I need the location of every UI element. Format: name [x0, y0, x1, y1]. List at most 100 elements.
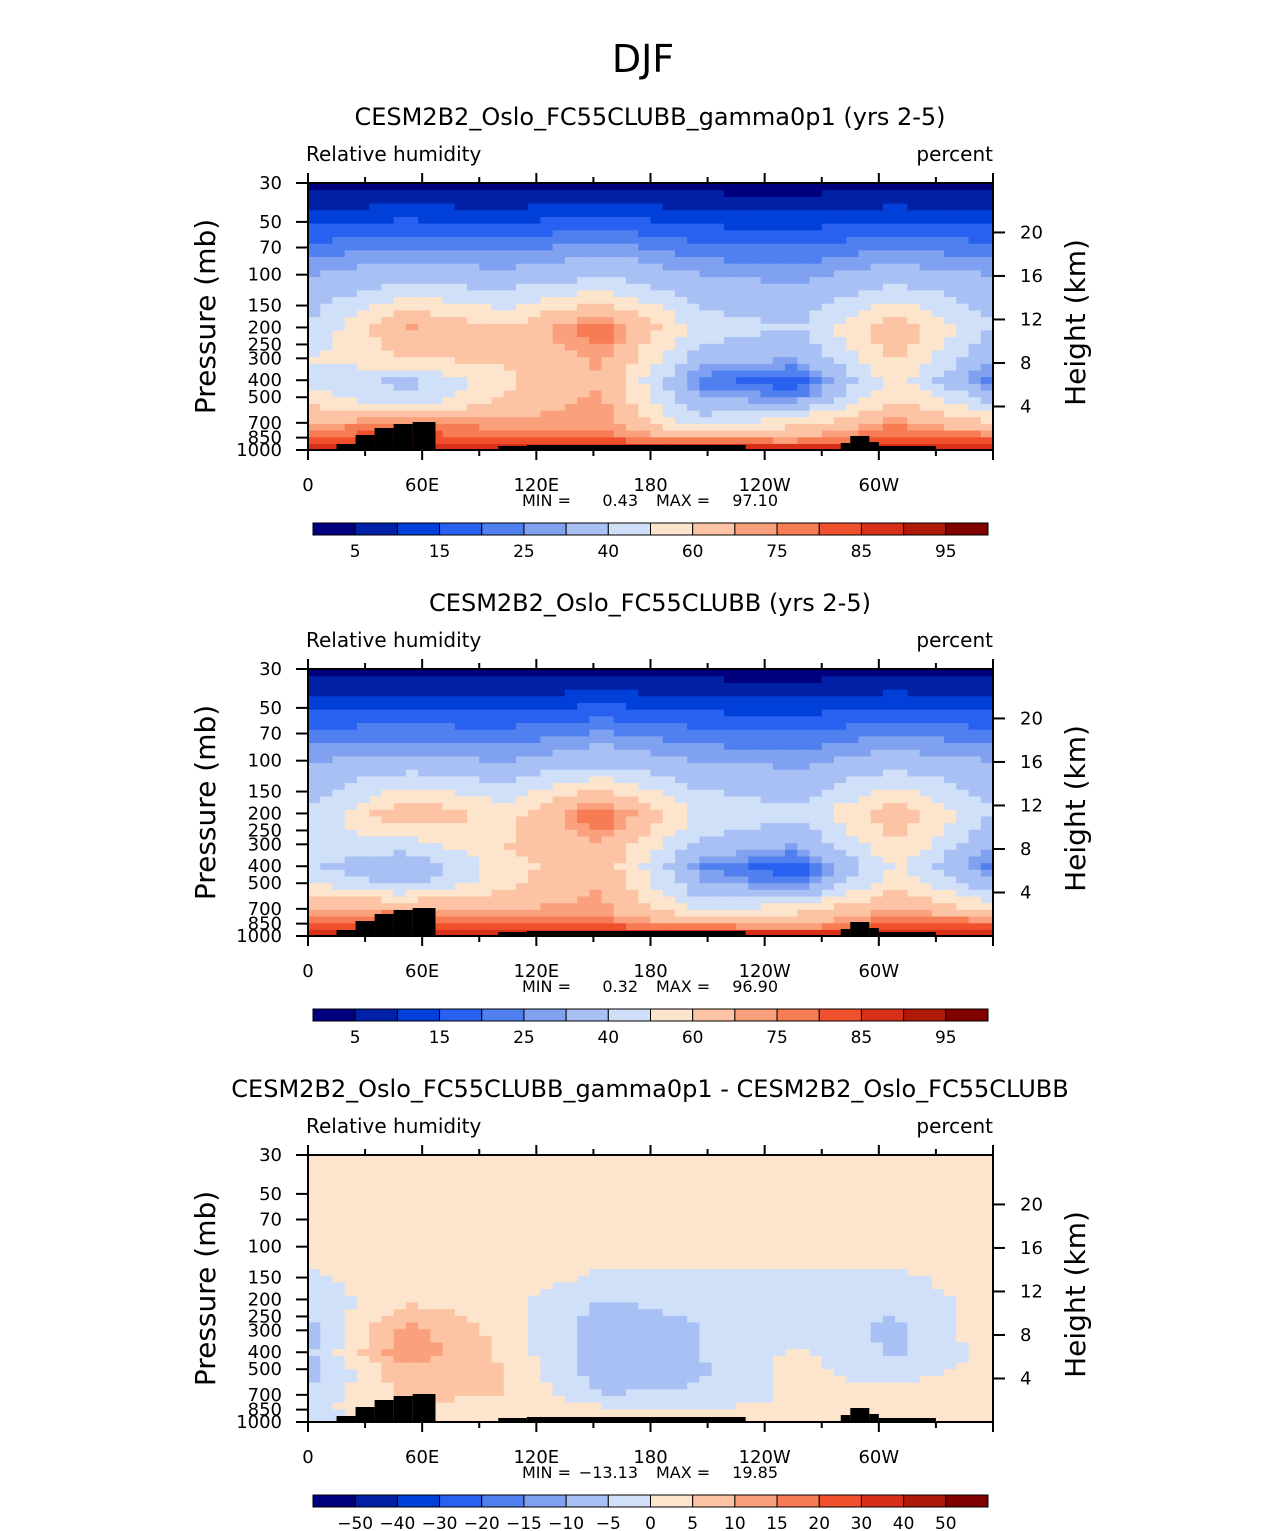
- heatmap-cell: [577, 336, 590, 344]
- y-tick-label: 1000: [236, 440, 282, 461]
- heatmap-cell: [833, 729, 847, 737]
- heatmap-cell: [454, 289, 468, 298]
- panel-2: CESM2B2_Oslo_FC55CLUBB (yrs 2-5)Relative…: [189, 589, 1092, 1048]
- heatmap-cell: [503, 436, 517, 444]
- heatmap-cell: [515, 729, 529, 737]
- heatmap-cell: [760, 922, 774, 930]
- heatmap-cell: [442, 729, 456, 737]
- heatmap-cell: [626, 356, 639, 364]
- heatmap-cell: [393, 675, 407, 683]
- heatmap-cell: [491, 209, 505, 217]
- heatmap-cell: [968, 389, 982, 398]
- heatmap-cell: [418, 289, 431, 298]
- heatmap-cell: [467, 1395, 480, 1403]
- heatmap-cell: [369, 403, 382, 411]
- heatmap-cell: [320, 429, 334, 438]
- heatmap-cell: [381, 782, 395, 790]
- heatmap-cell: [503, 835, 517, 844]
- heatmap-cell: [405, 709, 419, 717]
- heatmap-cell: [846, 343, 860, 351]
- heatmap-cell: [723, 762, 737, 770]
- heatmap-cell: [919, 229, 933, 237]
- heatmap-cell: [699, 216, 713, 224]
- heatmap-cell: [332, 795, 346, 804]
- topography-block: [412, 422, 436, 450]
- heatmap-cell: [650, 409, 664, 418]
- heatmap-cell: [956, 1408, 970, 1416]
- heatmap-cell: [650, 1401, 664, 1410]
- heatmap-cell: [515, 795, 529, 804]
- heatmap-cell: [931, 209, 945, 217]
- heatmap-cell: [980, 383, 994, 391]
- heatmap-cell: [601, 849, 615, 857]
- heatmap-cell: [613, 309, 627, 318]
- heatmap-cell: [760, 196, 774, 204]
- heatmap-cell: [687, 822, 701, 830]
- heatmap-cell: [760, 429, 774, 438]
- heatmap-cell: [699, 276, 713, 284]
- heatmap-cell: [442, 895, 456, 904]
- heatmap-cell: [418, 216, 431, 224]
- heatmap-cell: [369, 815, 382, 824]
- heatmap-cell: [736, 755, 749, 764]
- heatmap-cell: [687, 722, 701, 730]
- heatmap-cell: [577, 183, 590, 191]
- heatmap-cell: [944, 229, 957, 237]
- heatmap-cell: [393, 782, 407, 790]
- heatmap-cell: [833, 183, 847, 191]
- heatmap-cell: [540, 329, 554, 338]
- heatmap-cell: [944, 715, 957, 723]
- heatmap-cell: [858, 862, 872, 870]
- heatmap-cell: [430, 349, 444, 358]
- heatmap-cell: [919, 855, 933, 864]
- heatmap-cell: [785, 396, 798, 404]
- heatmap-cell: [320, 203, 334, 211]
- heatmap-cell: [919, 256, 933, 264]
- heatmap-cell: [589, 303, 603, 311]
- heatmap-cell: [442, 675, 456, 683]
- heatmap-cell: [748, 409, 762, 418]
- heatmap-cell: [369, 343, 382, 351]
- heatmap-cell: [626, 909, 639, 917]
- heatmap-cell: [944, 769, 957, 777]
- heatmap-cell: [589, 343, 603, 351]
- heatmap-cell: [882, 782, 896, 790]
- heatmap-cell: [907, 702, 921, 710]
- heatmap-cell: [503, 203, 517, 211]
- heatmap-cell: [821, 249, 835, 258]
- heatmap-cell: [968, 403, 982, 411]
- heatmap-cell: [968, 1408, 982, 1416]
- heatmap-cell: [430, 203, 444, 211]
- heatmap-cell: [430, 376, 444, 384]
- heatmap-cell: [613, 669, 627, 677]
- heatmap-cell: [882, 749, 896, 757]
- heatmap-cell: [797, 789, 811, 797]
- y-tick-label: 70: [259, 724, 282, 745]
- heatmap-cell: [540, 922, 554, 930]
- heatmap-cell: [870, 409, 884, 418]
- heatmap-cell: [369, 296, 382, 304]
- heatmap-cell: [552, 882, 566, 890]
- heatmap-cell: [687, 889, 701, 897]
- heatmap-cell: [454, 369, 468, 378]
- heatmap-cell: [797, 389, 811, 398]
- heatmap-cell: [809, 223, 823, 231]
- heatmap-cell: [662, 769, 676, 777]
- heatmap-cell: [833, 869, 847, 877]
- heatmap-cell: [846, 769, 860, 777]
- heatmap-cell: [674, 749, 688, 757]
- heatmap-cell: [699, 709, 713, 717]
- heatmap-cell: [846, 203, 860, 211]
- heatmap-cell: [980, 356, 994, 364]
- heatmap-cell: [430, 336, 444, 344]
- heatmap-cell: [723, 429, 737, 438]
- heatmap-cell: [748, 343, 762, 351]
- heatmap-cell: [613, 389, 627, 398]
- heatmap-cell: [418, 343, 431, 351]
- heatmap-cell: [454, 256, 468, 264]
- heatmap-cell: [723, 895, 737, 904]
- y-tick-right-label: 8: [1020, 839, 1031, 860]
- heatmap-cell: [442, 1408, 456, 1416]
- heatmap-cell: [809, 1395, 823, 1403]
- heatmap-cell: [528, 755, 542, 764]
